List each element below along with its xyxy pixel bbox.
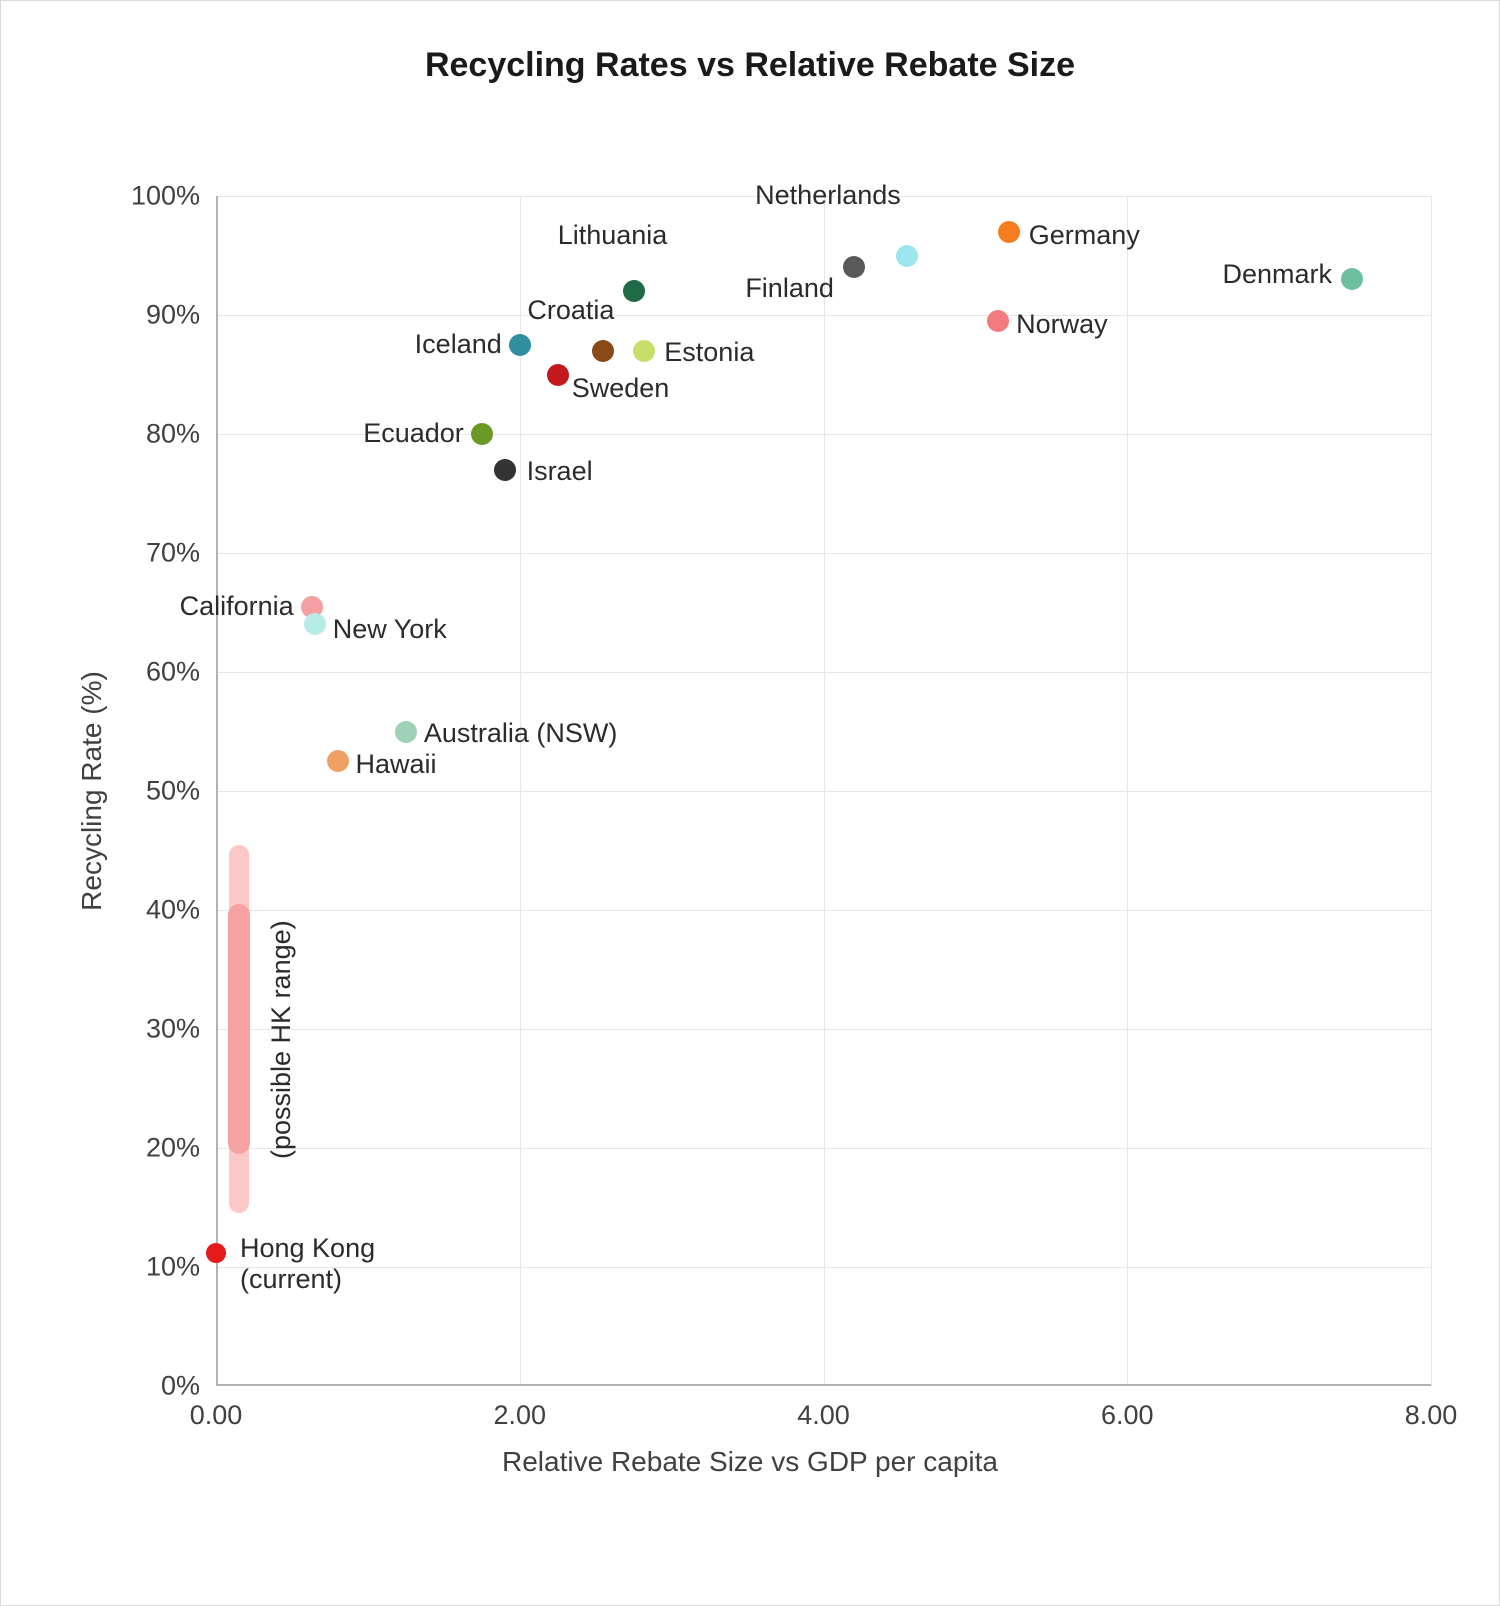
scatter-point-label: Netherlands <box>755 180 901 211</box>
x-axis-line <box>216 1384 1431 1386</box>
scatter-point <box>1341 268 1363 290</box>
scatter-point <box>395 721 417 743</box>
scatter-point-label: Norway <box>1016 309 1108 340</box>
x-tick-label: 0.00 <box>190 1400 243 1431</box>
x-axis-title: Relative Rebate Size vs GDP per capita <box>1 1446 1499 1478</box>
y-tick-label: 0% <box>161 1371 200 1402</box>
y-tick-label: 100% <box>131 181 200 212</box>
scatter-point-label: Ecuador <box>363 418 464 449</box>
scatter-point-label: Denmark <box>1223 259 1333 290</box>
y-tick-label: 70% <box>146 538 200 569</box>
scatter-point <box>327 750 349 772</box>
scatter-point <box>592 340 614 362</box>
x-tick-label: 6.00 <box>1101 1400 1154 1431</box>
gridline-horizontal <box>216 315 1431 316</box>
scatter-point-label: Sweden <box>572 373 670 404</box>
y-tick-label: 40% <box>146 895 200 926</box>
scatter-point <box>471 423 493 445</box>
gridline-horizontal <box>216 1148 1431 1149</box>
gridline-horizontal <box>216 1029 1431 1030</box>
scatter-point-label: Germany <box>1029 220 1140 251</box>
scatter-point <box>896 245 918 267</box>
scatter-point-label: Iceland <box>415 329 502 360</box>
x-tick-label: 2.00 <box>493 1400 546 1431</box>
scatter-point-label: Finland <box>745 273 834 304</box>
scatter-point-label: California <box>180 591 294 622</box>
scatter-point <box>509 334 531 356</box>
gridline-horizontal <box>216 553 1431 554</box>
scatter-point <box>623 280 645 302</box>
gridline-horizontal <box>216 672 1431 673</box>
y-axis-line <box>216 196 218 1386</box>
scatter-point <box>987 310 1009 332</box>
scatter-point-label: Israel <box>527 456 593 487</box>
gridline-vertical <box>1431 196 1432 1386</box>
scatter-point <box>998 221 1020 243</box>
x-tick-label: 8.00 <box>1405 1400 1458 1431</box>
y-tick-label: 80% <box>146 419 200 450</box>
scatter-point-label: Lithuania <box>558 220 668 251</box>
scatter-point <box>843 256 865 278</box>
y-tick-label: 90% <box>146 300 200 331</box>
scatter-point-label: Australia (NSW) <box>424 718 618 749</box>
scatter-point-label: Hong Kong(current) <box>240 1233 375 1295</box>
x-tick-label: 4.00 <box>797 1400 850 1431</box>
chart-container: Recycling Rates vs Relative Rebate Size (… <box>0 0 1500 1606</box>
scatter-point-label: Croatia <box>527 295 614 326</box>
scatter-point <box>547 364 569 386</box>
y-tick-label: 30% <box>146 1014 200 1045</box>
y-tick-label: 50% <box>146 776 200 807</box>
hk-range-label: (possible HK range) <box>266 920 297 1159</box>
scatter-point <box>494 459 516 481</box>
plot-area: (possible HK range)Hong Kong(current)Cal… <box>216 196 1431 1386</box>
scatter-point <box>633 340 655 362</box>
y-tick-label: 10% <box>146 1252 200 1283</box>
chart-title: Recycling Rates vs Relative Rebate Size <box>1 46 1499 85</box>
scatter-point-label: Estonia <box>664 337 754 368</box>
y-tick-label: 20% <box>146 1133 200 1164</box>
gridline-horizontal <box>216 910 1431 911</box>
scatter-point-label: Hawaii <box>356 749 437 780</box>
y-tick-label: 60% <box>146 657 200 688</box>
y-axis-title: Recycling Rate (%) <box>76 196 108 1386</box>
hk-range-inner <box>228 904 250 1154</box>
gridline-horizontal <box>216 791 1431 792</box>
scatter-point-label: New York <box>333 614 447 645</box>
scatter-point <box>206 1243 226 1263</box>
scatter-point <box>304 613 326 635</box>
gridline-horizontal <box>216 1267 1431 1268</box>
